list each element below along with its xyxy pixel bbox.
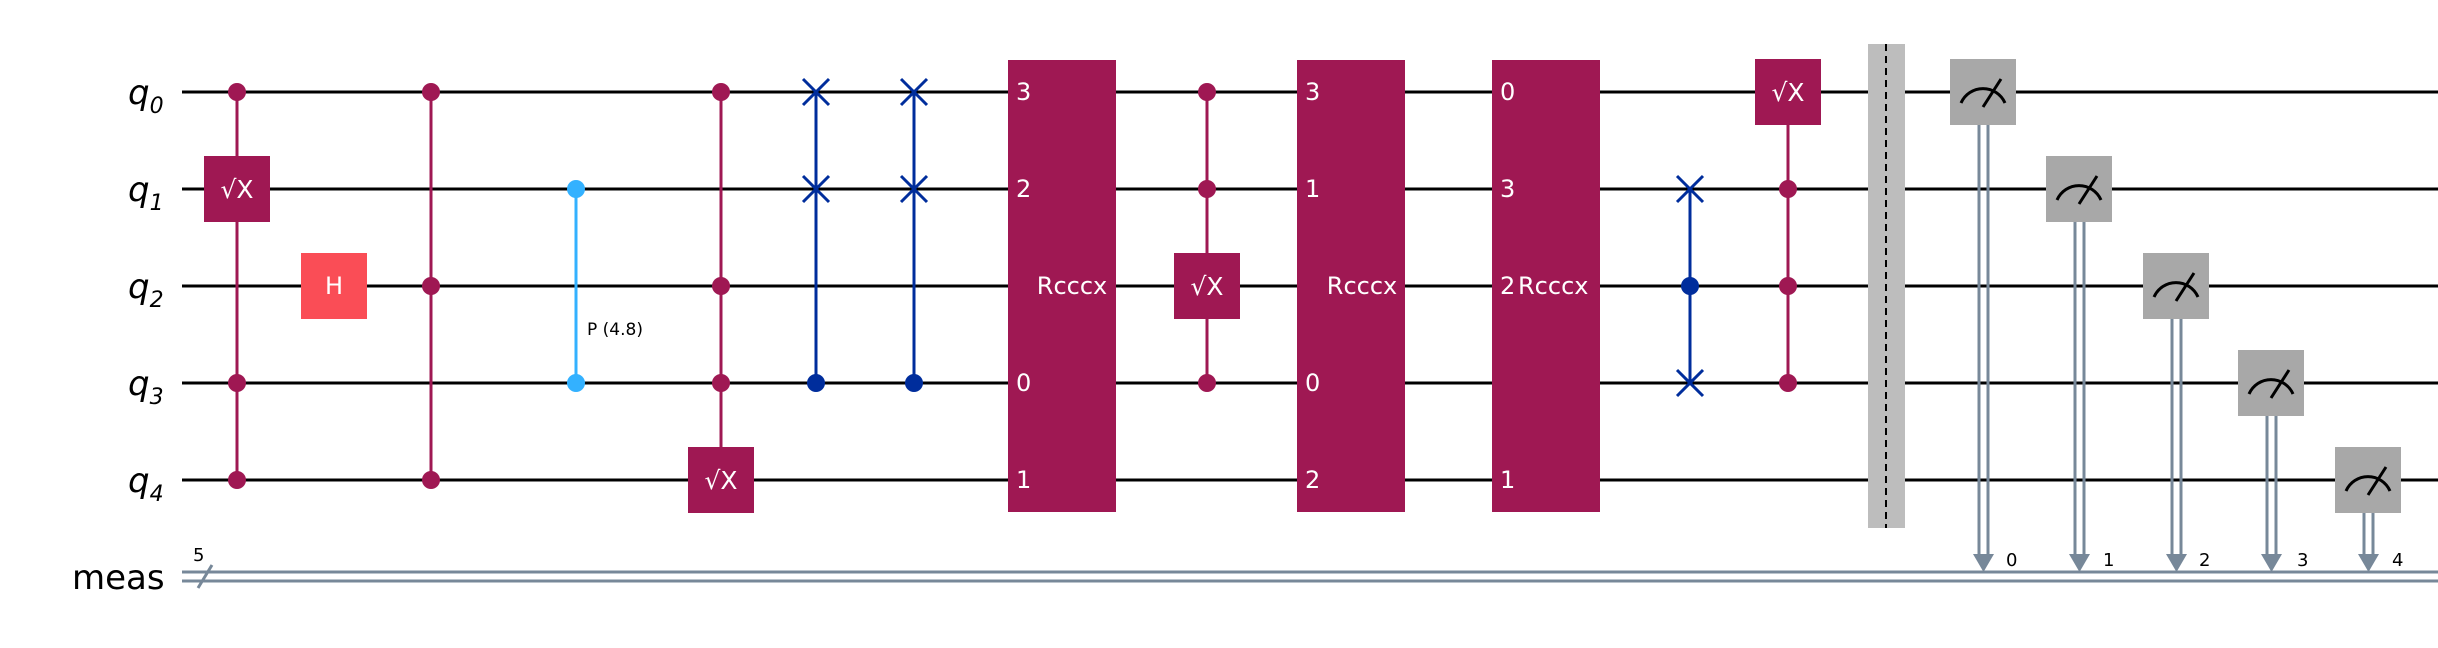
control-dot bbox=[422, 83, 440, 101]
sx-gate-label: √X bbox=[220, 175, 253, 204]
meas-bit-label: 2 bbox=[2199, 550, 2210, 571]
control-dot bbox=[712, 83, 730, 101]
label-q4: q4 bbox=[128, 461, 164, 507]
port-label: 2 bbox=[1305, 466, 1320, 494]
control-dot bbox=[1779, 277, 1797, 295]
meas-bit-label: 1 bbox=[2103, 550, 2114, 571]
meas-bit-label: 4 bbox=[2392, 550, 2403, 571]
sx-gate-label: √X bbox=[704, 466, 737, 495]
controlled-swap-gate-2 bbox=[899, 77, 929, 392]
control-dot bbox=[1198, 83, 1216, 101]
control-dot bbox=[1198, 374, 1216, 392]
control-dot bbox=[1198, 180, 1216, 198]
control-dot bbox=[1681, 277, 1699, 295]
control-dot bbox=[422, 277, 440, 295]
port-label: 0 bbox=[1305, 369, 1320, 397]
wire-labels: q0 q1 q2 q3 q4 meas bbox=[72, 73, 165, 598]
classical-bundle-slash bbox=[196, 564, 214, 589]
meas-bit-label: 0 bbox=[2006, 550, 2017, 571]
control-dot bbox=[228, 83, 246, 101]
rcccx-gate-label: Rcccx bbox=[1037, 272, 1107, 300]
sx-gate-label: √X bbox=[1190, 272, 1223, 301]
multi-controlled-sx-gate-4: √X bbox=[1755, 59, 1821, 392]
label-q3: q3 bbox=[128, 364, 164, 410]
port-label: 0 bbox=[1500, 78, 1515, 106]
label-q0: q0 bbox=[128, 73, 164, 119]
control-dot bbox=[567, 374, 585, 392]
label-q2: q2 bbox=[128, 267, 164, 313]
classical-wire bbox=[182, 570, 2438, 583]
meas-bit-label: 3 bbox=[2297, 550, 2308, 571]
port-label: 1 bbox=[1016, 466, 1031, 494]
control-dot bbox=[1779, 374, 1797, 392]
sx-gate-label: √X bbox=[1771, 78, 1804, 107]
meter-arc-icon bbox=[2152, 281, 2200, 298]
meter-needle-icon bbox=[2269, 369, 2291, 399]
meter-needle-icon bbox=[2366, 466, 2388, 496]
control-dot bbox=[712, 374, 730, 392]
port-label: 0 bbox=[1016, 369, 1031, 397]
label-q1: q1 bbox=[128, 170, 164, 216]
port-label: 2 bbox=[1016, 175, 1031, 203]
meter-arc-icon bbox=[2055, 184, 2103, 201]
h-gate-label: H bbox=[325, 272, 343, 300]
multi-controlled-sx-gate-3: √X bbox=[1174, 83, 1240, 392]
label-meas: meas bbox=[72, 558, 165, 598]
multi-controlled-z-gate bbox=[422, 83, 440, 489]
rcccx-gate-c: 0 3 2 1 Rcccx bbox=[1492, 60, 1600, 512]
control-dot bbox=[228, 471, 246, 489]
measure-gate-q2: 2 bbox=[2143, 253, 2210, 572]
meter-needle-icon bbox=[2077, 175, 2099, 205]
measure-gate-q4: 4 bbox=[2335, 447, 2403, 572]
controlled-swap-gate-1 bbox=[801, 77, 831, 392]
rcccx-gate-label: Rcccx bbox=[1518, 272, 1588, 300]
h-gate: H bbox=[301, 253, 367, 319]
measure-gate-q3: 3 bbox=[2238, 350, 2308, 572]
port-label: 1 bbox=[1305, 175, 1320, 203]
controlled-swap-gate-3 bbox=[1675, 174, 1705, 398]
controlled-phase-gate: P (4.8) bbox=[567, 180, 643, 392]
barrier bbox=[1868, 44, 1905, 528]
measure-gate-q0: 0 bbox=[1950, 59, 2017, 572]
control-dot bbox=[807, 374, 825, 392]
port-label: 3 bbox=[1016, 78, 1031, 106]
phase-parameter-label: P (4.8) bbox=[587, 320, 643, 340]
classical-bit-count: 5 bbox=[193, 545, 204, 566]
meter-arc-icon bbox=[2247, 378, 2295, 395]
control-dot bbox=[712, 277, 730, 295]
port-label: 3 bbox=[1500, 175, 1515, 203]
port-label: 3 bbox=[1305, 78, 1320, 106]
meter-needle-icon bbox=[2174, 272, 2196, 302]
rcccx-gate-a: 3 2 0 1 Rcccx bbox=[1008, 60, 1116, 512]
control-dot bbox=[422, 471, 440, 489]
control-dot bbox=[1779, 180, 1797, 198]
rcccx-gate-label: Rcccx bbox=[1327, 272, 1397, 300]
control-dot bbox=[228, 374, 246, 392]
multi-controlled-sx-gate-1: √X bbox=[204, 83, 270, 489]
port-label: 1 bbox=[1500, 466, 1515, 494]
control-dot bbox=[567, 180, 585, 198]
control-dot bbox=[905, 374, 923, 392]
meter-arc-icon bbox=[2344, 475, 2392, 492]
port-label: 2 bbox=[1500, 272, 1515, 300]
meter-arc-icon bbox=[1959, 87, 2007, 104]
measurements: 0 1 2 3 bbox=[1950, 59, 2403, 572]
rcccx-gate-b: 3 1 0 2 Rcccx bbox=[1297, 60, 1405, 512]
multi-controlled-sx-gate-2: √X bbox=[688, 83, 754, 513]
measure-gate-q1: 1 bbox=[2046, 156, 2114, 572]
meter-needle-icon bbox=[1981, 78, 2003, 108]
